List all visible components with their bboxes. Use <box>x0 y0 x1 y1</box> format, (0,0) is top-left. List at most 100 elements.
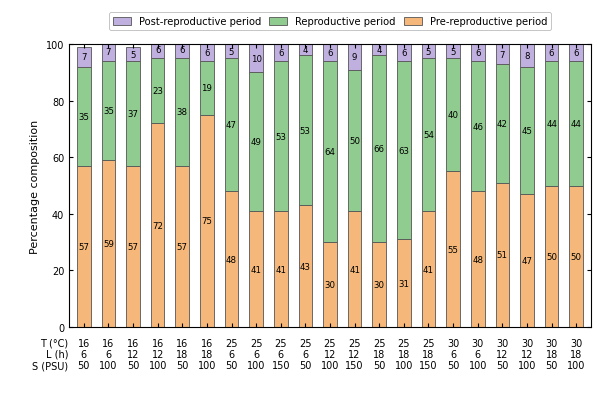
Bar <box>397 62 410 240</box>
Bar <box>471 45 485 62</box>
Text: 50: 50 <box>546 252 557 261</box>
Bar <box>569 45 583 62</box>
Bar <box>348 70 361 211</box>
Bar <box>520 67 534 195</box>
Text: 6: 6 <box>401 49 407 58</box>
Bar <box>126 48 140 62</box>
Text: 54: 54 <box>423 131 434 140</box>
Bar <box>569 62 583 186</box>
Text: 18: 18 <box>570 349 583 359</box>
Text: 50: 50 <box>545 360 558 370</box>
Text: 63: 63 <box>398 146 409 155</box>
Text: 47: 47 <box>521 256 532 265</box>
Text: 50: 50 <box>176 360 188 370</box>
Text: 4: 4 <box>376 46 382 55</box>
Bar <box>274 45 287 62</box>
Bar <box>496 183 509 327</box>
Text: 150: 150 <box>272 360 290 370</box>
Bar <box>225 59 238 192</box>
Text: 45: 45 <box>521 126 532 135</box>
Text: 50: 50 <box>77 360 90 370</box>
Bar <box>545 62 559 186</box>
Text: 12: 12 <box>127 349 139 359</box>
Text: 6: 6 <box>475 349 481 359</box>
Text: 6: 6 <box>229 349 235 359</box>
Text: 16: 16 <box>152 338 164 348</box>
Text: 100: 100 <box>197 360 216 370</box>
Text: 25: 25 <box>422 338 435 348</box>
Text: 18: 18 <box>201 349 213 359</box>
Text: 41: 41 <box>423 265 434 274</box>
Bar <box>471 192 485 327</box>
Bar <box>520 45 534 67</box>
Text: 50: 50 <box>299 360 311 370</box>
Text: 6: 6 <box>327 49 333 58</box>
Text: 42: 42 <box>497 119 508 128</box>
Text: 6: 6 <box>450 349 456 359</box>
Text: 7: 7 <box>81 53 86 62</box>
Bar <box>175 59 189 166</box>
Text: 12: 12 <box>496 349 509 359</box>
Text: 50: 50 <box>226 360 238 370</box>
Text: 5: 5 <box>426 47 431 56</box>
Bar <box>250 211 263 327</box>
Text: 6: 6 <box>302 349 308 359</box>
Text: 44: 44 <box>546 119 557 128</box>
Text: 50: 50 <box>349 137 360 146</box>
Bar <box>496 45 509 65</box>
Text: 51: 51 <box>497 251 508 260</box>
Text: 18: 18 <box>422 349 434 359</box>
Bar <box>225 192 238 327</box>
Text: 12: 12 <box>349 349 361 359</box>
Text: 46: 46 <box>472 122 483 131</box>
Text: 12: 12 <box>324 349 336 359</box>
Bar <box>225 45 238 59</box>
Text: 50: 50 <box>127 360 139 370</box>
Text: 6: 6 <box>179 46 185 55</box>
Bar <box>422 59 435 211</box>
Legend: Post-reproductive period, Reproductive period, Pre-reproductive period: Post-reproductive period, Reproductive p… <box>109 13 551 31</box>
Text: 6: 6 <box>278 349 284 359</box>
Text: 64: 64 <box>325 148 335 157</box>
Text: 75: 75 <box>202 217 212 226</box>
Bar <box>274 211 287 327</box>
Text: 18: 18 <box>398 349 410 359</box>
Bar <box>397 240 410 327</box>
Text: 6: 6 <box>106 349 112 359</box>
Bar <box>126 166 140 327</box>
Text: 57: 57 <box>78 242 89 251</box>
Bar <box>422 45 435 59</box>
Bar <box>200 115 214 327</box>
Text: 23: 23 <box>152 87 163 96</box>
Bar <box>77 67 91 166</box>
Text: 50: 50 <box>373 360 385 370</box>
Text: 18: 18 <box>373 349 385 359</box>
Bar <box>175 42 189 59</box>
Text: 30: 30 <box>447 338 459 348</box>
Text: 25: 25 <box>250 338 262 348</box>
Text: 43: 43 <box>300 262 311 271</box>
Text: 41: 41 <box>275 265 286 274</box>
Bar <box>101 62 115 161</box>
Text: 6: 6 <box>81 349 87 359</box>
Text: 38: 38 <box>177 108 188 117</box>
Text: 6: 6 <box>278 49 284 58</box>
Text: 100: 100 <box>518 360 536 370</box>
Text: 5: 5 <box>229 47 234 56</box>
Bar <box>422 211 435 327</box>
Text: 150: 150 <box>419 360 438 370</box>
Bar <box>323 62 337 243</box>
Text: 6: 6 <box>574 49 579 58</box>
Text: 30: 30 <box>521 338 533 348</box>
Text: 41: 41 <box>251 265 262 274</box>
Bar <box>446 45 460 59</box>
Text: 18: 18 <box>176 349 188 359</box>
Bar <box>496 65 509 183</box>
Bar <box>175 166 189 327</box>
Text: 8: 8 <box>524 52 530 61</box>
Text: 48: 48 <box>226 255 237 264</box>
Text: 6: 6 <box>549 49 554 58</box>
Bar <box>397 45 410 62</box>
Bar <box>446 172 460 327</box>
Text: 35: 35 <box>78 112 89 121</box>
